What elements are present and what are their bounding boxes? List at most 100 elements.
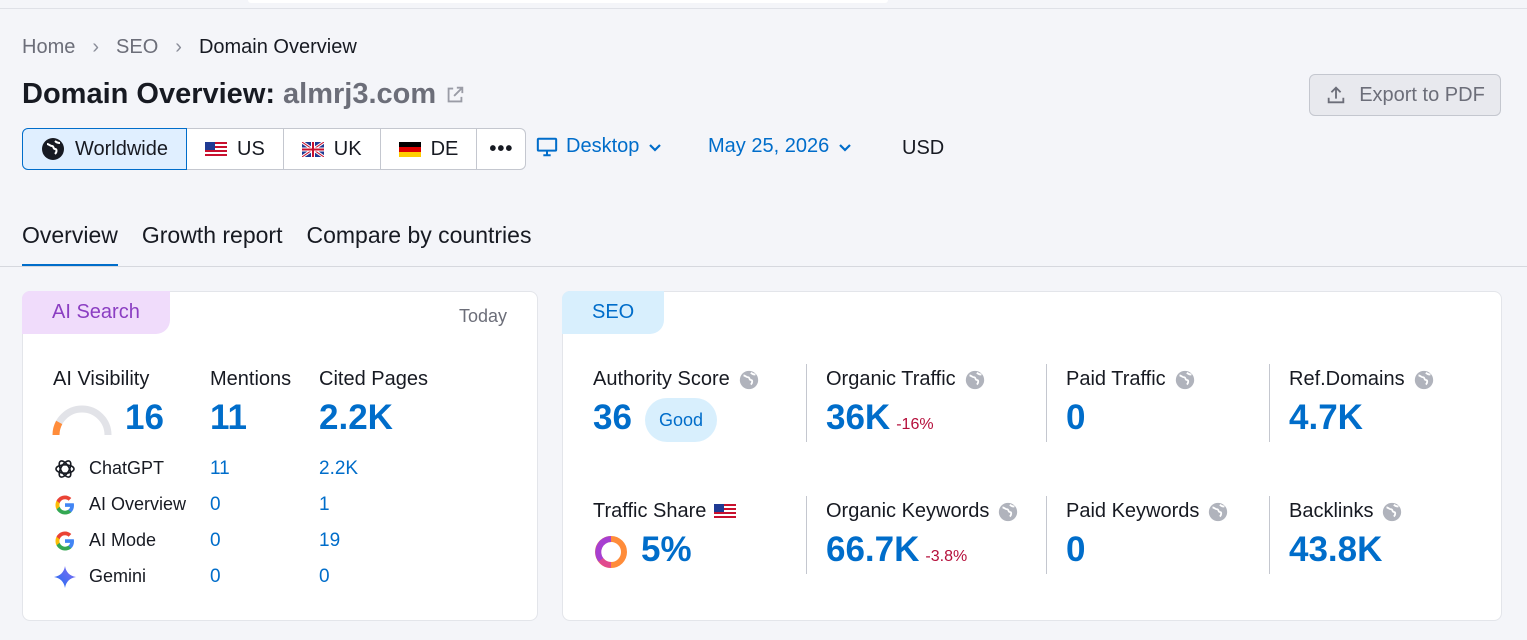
chatgpt-mentions[interactable]: 11: [210, 458, 230, 479]
de-flag-icon: [398, 141, 421, 157]
ref-domains-label: Ref.Domains: [1289, 368, 1405, 390]
date-dropdown[interactable]: May 25, 2026: [708, 135, 853, 158]
us-flag-icon: [714, 504, 737, 519]
traffic-share-label: Traffic Share: [593, 500, 707, 522]
date-label: May 25, 2026: [708, 135, 830, 157]
ai-mode-cited[interactable]: 19: [319, 530, 341, 551]
traffic-share-metric: Traffic Share: [593, 500, 737, 523]
region-uk-label: UK: [333, 137, 362, 160]
device-label: Desktop: [566, 135, 640, 157]
cited-pages-label: Cited Pages: [319, 368, 428, 390]
region-us-label: US: [237, 137, 265, 160]
authority-score-metric: Authority Score: [593, 368, 760, 391]
region-de[interactable]: DE: [380, 128, 478, 170]
external-link-icon[interactable]: [444, 84, 466, 106]
traffic-share-donut-icon: [595, 536, 627, 568]
organic-keywords-value-group: 66.7K -3.8%: [826, 530, 967, 570]
globe-icon: [739, 370, 758, 389]
backlinks-value[interactable]: 43.8K: [1289, 530, 1383, 569]
paid-keywords-value[interactable]: 0: [1066, 530, 1086, 569]
us-flag-icon: [205, 141, 227, 157]
cited-pages-value[interactable]: 2.2K: [319, 398, 393, 437]
ai-mode-mentions[interactable]: 0: [210, 530, 221, 551]
export-pdf-label: Export to PDF: [1359, 83, 1485, 106]
gemini-mentions[interactable]: 0: [210, 566, 221, 587]
region-us[interactable]: US: [187, 128, 284, 170]
tab-bar: Overview Growth report Compare by countr…: [22, 222, 531, 267]
breadcrumb-current: Domain Overview: [198, 36, 357, 58]
authority-rating-badge: Good: [645, 398, 717, 442]
seo-badge: SEO: [562, 291, 665, 334]
paid-traffic-label: Paid Traffic: [1066, 368, 1166, 390]
mentions-value[interactable]: 11: [210, 398, 247, 437]
page-title: Domain Overview: almrj3.com: [22, 78, 466, 111]
currency-label: USD: [902, 137, 945, 159]
gemini-cited[interactable]: 0: [319, 566, 330, 587]
export-pdf-button[interactable]: Export to PDF: [1309, 74, 1501, 116]
authority-score-value[interactable]: 36: [593, 398, 632, 437]
chatgpt-cited[interactable]: 2.2K: [319, 458, 359, 479]
chatgpt-label: ChatGPT: [89, 458, 165, 478]
page-title-prefix: Domain Overview:: [22, 78, 276, 110]
google-icon: [55, 531, 74, 551]
tab-compare-by-countries[interactable]: Compare by countries: [306, 222, 532, 248]
ai-search-card: AI Search Today AI Visibility Mentions C…: [22, 291, 538, 621]
chevron-down-icon: [839, 143, 851, 152]
backlinks-label: Backlinks: [1289, 500, 1374, 522]
divider: [806, 364, 807, 442]
uk-flag-icon: [301, 141, 324, 157]
mentions-label: Mentions: [210, 368, 292, 390]
region-more-button[interactable]: •••: [477, 128, 527, 170]
traffic-share-value[interactable]: 5%: [641, 530, 692, 569]
page-title-domain[interactable]: almrj3.com: [283, 78, 437, 110]
ai-visibility-value[interactable]: 16: [125, 398, 164, 437]
top-strip: [0, 0, 1527, 9]
region-selector: Worldwide US UK DE •••: [22, 128, 527, 170]
divider: [1269, 364, 1270, 442]
globe-icon: [965, 370, 984, 389]
divider: [806, 496, 807, 574]
globe-icon: [1209, 502, 1228, 521]
region-worldwide[interactable]: Worldwide: [22, 128, 187, 170]
divider: [1046, 364, 1047, 442]
organic-traffic-delta: -16%: [896, 416, 934, 433]
ref-domains-metric: Ref.Domains: [1289, 368, 1435, 391]
gemini-label: Gemini: [89, 566, 147, 586]
ref-domains-value[interactable]: 4.7K: [1289, 398, 1363, 437]
paid-keywords-label: Paid Keywords: [1066, 500, 1200, 522]
breadcrumb-home[interactable]: Home: [22, 36, 76, 58]
divider: [1269, 496, 1270, 574]
paid-keywords-metric: Paid Keywords: [1066, 500, 1229, 523]
ai-overview-cited[interactable]: 1: [319, 494, 330, 515]
visibility-gauge: [52, 405, 112, 436]
organic-keywords-delta: -3.8%: [925, 548, 968, 565]
tab-overview[interactable]: Overview: [22, 222, 118, 267]
tab-divider: [0, 266, 1527, 267]
chevron-down-icon: [649, 143, 662, 152]
breadcrumb-seo[interactable]: SEO: [116, 36, 159, 58]
device-dropdown[interactable]: Desktop: [536, 135, 663, 158]
organic-traffic-value-group: 36K -16%: [826, 398, 934, 438]
chevron-right-icon: ›: [175, 36, 182, 58]
chatgpt-icon: [55, 460, 75, 478]
ai-visibility-label: AI Visibility: [53, 368, 150, 390]
region-worldwide-label: Worldwide: [75, 137, 168, 160]
gemini-icon: [54, 566, 76, 588]
paid-traffic-value[interactable]: 0: [1066, 398, 1086, 437]
breadcrumb: Home › SEO › Domain Overview: [22, 36, 357, 59]
ai-overview-mentions[interactable]: 0: [210, 494, 221, 515]
organic-keywords-metric: Organic Keywords: [826, 500, 1019, 523]
google-icon: [55, 495, 74, 515]
organic-traffic-value[interactable]: 36K: [826, 398, 891, 437]
globe-icon: [1383, 502, 1402, 521]
globe-icon: [42, 138, 64, 160]
tab-growth-report[interactable]: Growth report: [141, 222, 283, 248]
ai-mode-label: AI Mode: [89, 530, 157, 550]
divider: [1046, 496, 1047, 574]
organic-keywords-value[interactable]: 66.7K: [826, 530, 920, 569]
upload-icon: [1327, 86, 1345, 104]
region-de-label: DE: [430, 137, 459, 160]
region-uk[interactable]: UK: [283, 128, 381, 170]
globe-icon: [1414, 370, 1433, 389]
globe-icon: [1175, 370, 1194, 389]
